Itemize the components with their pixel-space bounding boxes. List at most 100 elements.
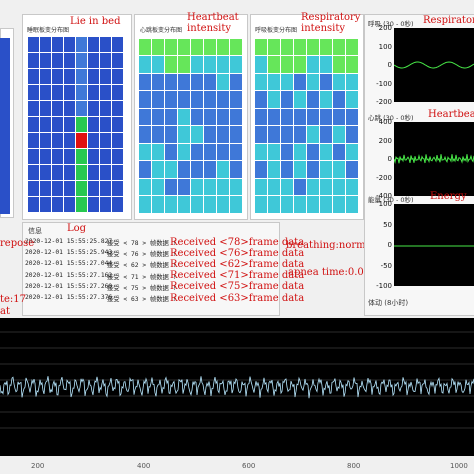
grid-cell [99, 116, 111, 132]
right-chart-tick: -50 [380, 261, 392, 270]
grid-cell [138, 108, 151, 125]
grid-cell [39, 180, 51, 196]
grid-cell [151, 196, 164, 213]
grid-cell [164, 143, 177, 160]
grid-cell [63, 196, 75, 212]
right-chart-wave [394, 61, 474, 69]
grid-cell [164, 161, 177, 178]
grid-cell [164, 108, 177, 125]
grid-cell [63, 116, 75, 132]
log-annotation-line: Received <78>frame data [170, 236, 305, 248]
grid-cell [267, 91, 280, 108]
grid-cell [87, 68, 99, 84]
grid-cell [39, 116, 51, 132]
grid-cell [138, 178, 151, 195]
grid-cell [293, 126, 306, 143]
grid-cell [267, 108, 280, 125]
grid-cell [229, 56, 242, 73]
grid-cell [164, 56, 177, 73]
grid-cell [63, 164, 75, 180]
grid-cell [229, 91, 242, 108]
grid-cell [177, 56, 190, 73]
grid-cell [280, 196, 293, 213]
grid-cell [51, 84, 63, 100]
log-header: 信息 [28, 227, 42, 235]
grid-cell [216, 73, 229, 90]
grid-cell [293, 178, 306, 195]
grid-cell [319, 178, 332, 195]
sleep-annotation: Lie in bed [70, 16, 121, 27]
right-chart-annotation: Respiratory [423, 15, 474, 26]
grid-cell [151, 108, 164, 125]
grid-cell [151, 73, 164, 90]
grid-cell [293, 73, 306, 90]
grid-cell [27, 132, 39, 148]
grid-cell [293, 56, 306, 73]
grid-cell [164, 38, 177, 55]
log-timestamp: 2020-12-01 15:55:27.260 [25, 282, 113, 290]
grid-cell [332, 91, 345, 108]
grid-cell [99, 100, 111, 116]
log-timestamp: 2020-12-01 15:55:27.376 [25, 294, 113, 301]
grid-cell [177, 38, 190, 55]
grid-cell [280, 126, 293, 143]
grid-cell [75, 84, 87, 100]
grid-cell [190, 38, 203, 55]
grid-cell [75, 132, 87, 148]
grid-cell [293, 38, 306, 55]
grid-cell [203, 38, 216, 55]
right-chart-tick: 100 [378, 200, 392, 208]
heartbeat-annotation: Heartbeat intensity [187, 12, 239, 34]
grid-cell [39, 52, 51, 68]
grid-cell [332, 196, 345, 213]
grid-cell [87, 132, 99, 148]
grid-cell [267, 126, 280, 143]
grid-cell [51, 132, 63, 148]
grid-cell [75, 180, 87, 196]
grid-cell [190, 126, 203, 143]
right-chart-tick: 0 [387, 155, 392, 163]
grid-cell [51, 52, 63, 68]
grid-cell [203, 196, 216, 213]
grid-cell [111, 84, 123, 100]
grid-cell [177, 126, 190, 143]
grid-cell [345, 108, 358, 125]
grid-cell [254, 91, 267, 108]
log-timestamp: 2020-12-01 15:55:27.162 [25, 271, 113, 279]
log-timestamp: 2020-12-01 15:55:25.943 [25, 249, 113, 257]
grid-cell [293, 161, 306, 178]
grid-cell [177, 91, 190, 108]
grid-cell [254, 38, 267, 55]
respiratory-annotation: Respiratory intensity [301, 12, 361, 34]
right-chart-tick: -100 [376, 282, 392, 290]
grid-cell [177, 108, 190, 125]
grid-cell [99, 148, 111, 164]
grid-cell [51, 36, 63, 52]
grid-cell [51, 68, 63, 84]
log-timestamp: 2020-12-01 15:55:27.044 [25, 260, 113, 268]
grid-cell [319, 196, 332, 213]
grid-cell [280, 73, 293, 90]
grid-cell [87, 180, 99, 196]
grid-cell [306, 161, 319, 178]
right-chart-tick: -400 [376, 192, 392, 200]
grid-cell [51, 196, 63, 212]
grid-cell [319, 108, 332, 125]
grid-cell [87, 84, 99, 100]
grid-cell [27, 36, 39, 52]
grid-cell [151, 38, 164, 55]
grid-cell [254, 73, 267, 90]
grid-cell [27, 164, 39, 180]
grid-cell [63, 180, 75, 196]
sleep-grid [27, 36, 123, 212]
grid-cell [229, 108, 242, 125]
grid-cell [138, 126, 151, 143]
grid-cell [51, 180, 63, 196]
grid-cell [190, 178, 203, 195]
grid-cell [151, 161, 164, 178]
grid-cell [216, 108, 229, 125]
grid-cell [39, 36, 51, 52]
breathing-status: breathing:normal [286, 240, 375, 251]
grid-cell [319, 126, 332, 143]
right-chart-tick: 50 [383, 220, 392, 229]
